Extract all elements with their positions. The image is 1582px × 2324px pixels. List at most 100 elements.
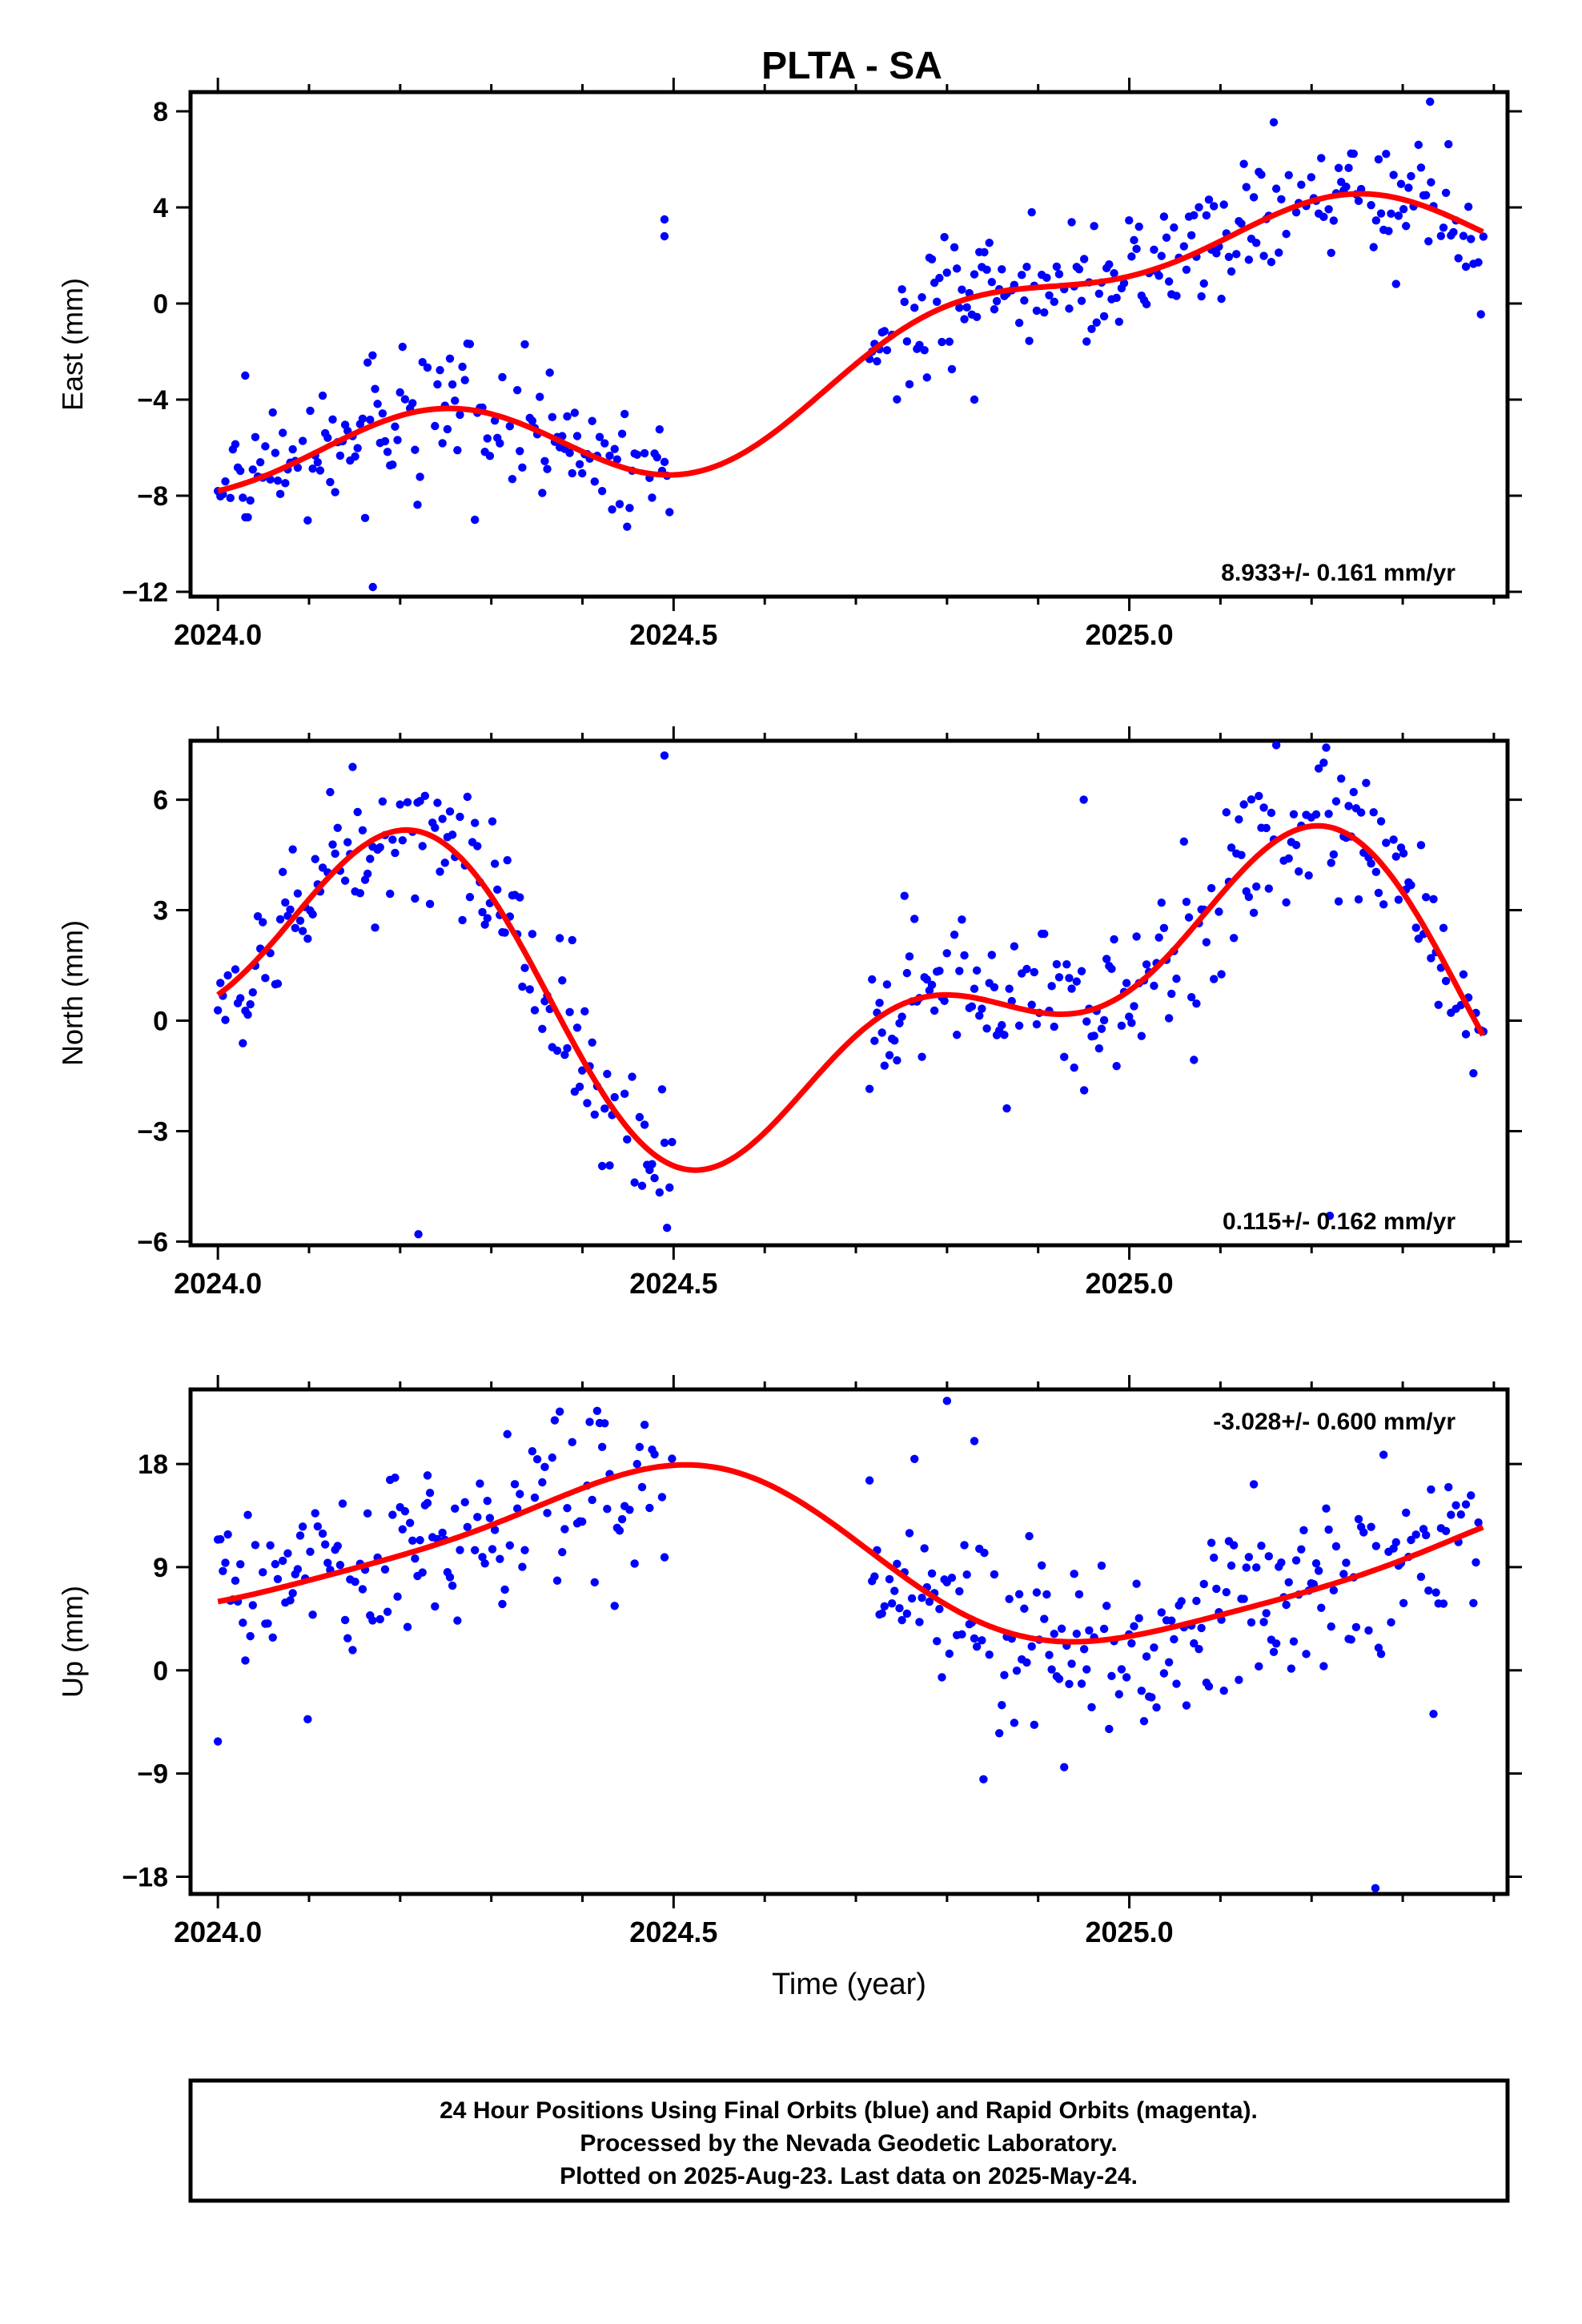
north-data-point bbox=[1262, 823, 1271, 833]
up-data-point bbox=[1235, 1675, 1243, 1684]
up-data-point bbox=[463, 1522, 472, 1532]
east-data-points bbox=[213, 97, 1488, 592]
east-data-point bbox=[920, 346, 929, 355]
up-data-point bbox=[1010, 1719, 1019, 1727]
north-data-point bbox=[1190, 1055, 1199, 1064]
up-data-point bbox=[416, 1536, 424, 1545]
east-data-point bbox=[368, 351, 377, 360]
up-data-point bbox=[1139, 1716, 1149, 1726]
up-data-point bbox=[1170, 1634, 1178, 1644]
north-data-point bbox=[1235, 815, 1243, 824]
east-data-point bbox=[955, 304, 964, 312]
up-data-point bbox=[972, 1642, 982, 1651]
up-data-point bbox=[994, 1729, 1004, 1738]
up-data-point bbox=[485, 1514, 495, 1522]
north-data-point bbox=[273, 979, 283, 988]
east-data-point bbox=[1399, 204, 1408, 214]
east-data-point bbox=[1464, 203, 1473, 211]
up-data-point bbox=[411, 1554, 420, 1563]
east-data-point bbox=[380, 436, 390, 446]
north-data-point bbox=[291, 923, 299, 932]
north-data-point bbox=[982, 1024, 991, 1033]
up-data-point bbox=[1057, 1624, 1066, 1633]
north-data-point bbox=[303, 934, 312, 943]
north-data-point bbox=[1314, 764, 1323, 773]
east-data-point bbox=[970, 395, 979, 404]
north-data-point bbox=[890, 1036, 899, 1045]
east-data-point bbox=[528, 416, 537, 425]
north-data-point bbox=[1102, 955, 1111, 963]
east-data-point bbox=[400, 395, 410, 404]
up-data-point bbox=[902, 1609, 912, 1618]
east-data-point bbox=[922, 373, 932, 382]
east-data-point bbox=[578, 468, 587, 478]
north-data-point bbox=[1164, 1014, 1174, 1023]
east-plot-frame bbox=[188, 90, 1510, 599]
north-data-point bbox=[1094, 1043, 1104, 1053]
north-data-point bbox=[259, 918, 267, 927]
up-data-point bbox=[1127, 1638, 1136, 1648]
north-data-point bbox=[473, 842, 482, 850]
east-data-point bbox=[1087, 324, 1096, 333]
up-fit-curve bbox=[217, 1462, 1484, 1645]
north-data-point bbox=[1142, 960, 1151, 969]
north-data-point bbox=[1371, 867, 1381, 877]
north-data-point bbox=[363, 869, 372, 879]
up-data-point bbox=[1314, 1566, 1323, 1575]
east-data-point bbox=[1242, 183, 1251, 191]
east-data-point bbox=[1077, 296, 1086, 305]
up-data-point bbox=[1262, 1609, 1271, 1618]
up-data-point bbox=[1114, 1690, 1123, 1699]
up-data-point bbox=[1461, 1500, 1471, 1509]
north-data-point bbox=[1421, 893, 1431, 902]
up-data-point bbox=[1137, 1687, 1146, 1695]
up-data-point bbox=[1282, 1600, 1291, 1610]
up-data-point bbox=[1045, 1651, 1054, 1659]
north-data-point bbox=[520, 963, 529, 972]
north-panel: 2024.0 2024.5 2025.0 −6 −3 0 3 6 North (mm) 0.115… bbox=[56, 726, 1522, 1300]
north-data-point bbox=[910, 915, 919, 923]
east-data-point bbox=[548, 412, 557, 422]
up-data-point bbox=[962, 1570, 971, 1579]
north-data-point bbox=[386, 889, 395, 899]
east-data-point bbox=[545, 368, 554, 377]
north-data-point bbox=[572, 1023, 582, 1032]
up-data-point bbox=[895, 1603, 904, 1613]
north-data-point bbox=[1125, 1012, 1134, 1021]
east-data-point bbox=[1454, 254, 1463, 263]
up-data-point bbox=[1117, 1665, 1126, 1674]
up-data-point bbox=[1105, 1724, 1114, 1734]
east-data-point bbox=[456, 410, 464, 420]
up-data-point bbox=[1456, 1510, 1465, 1519]
north-data-point bbox=[1150, 981, 1158, 991]
up-data-point bbox=[1371, 1884, 1380, 1893]
east-data-point bbox=[393, 436, 402, 444]
north-data-point bbox=[1461, 1030, 1471, 1039]
up-data-point bbox=[625, 1506, 634, 1514]
up-data-point bbox=[530, 1493, 540, 1502]
north-data-point bbox=[1379, 900, 1388, 909]
up-data-point bbox=[368, 1616, 377, 1625]
east-data-point bbox=[231, 440, 240, 448]
up-data-point bbox=[239, 1618, 247, 1627]
east-y-tick-label: −8 bbox=[137, 481, 168, 512]
east-data-point bbox=[1112, 293, 1121, 303]
up-data-point bbox=[1289, 1637, 1299, 1646]
east-data-point bbox=[1297, 180, 1306, 189]
east-data-point bbox=[1065, 304, 1074, 313]
north-x-tick-label: 2024.0 bbox=[174, 1267, 262, 1300]
north-data-point bbox=[655, 1188, 665, 1197]
up-data-point bbox=[1142, 1652, 1151, 1661]
east-data-point bbox=[373, 400, 382, 408]
east-data-point bbox=[632, 450, 641, 460]
up-data-point bbox=[473, 1513, 482, 1522]
east-data-point bbox=[241, 371, 250, 380]
up-data-point bbox=[425, 1488, 435, 1498]
up-data-point bbox=[400, 1506, 410, 1516]
east-data-point bbox=[313, 457, 323, 467]
up-data-point bbox=[1269, 1647, 1279, 1657]
east-data-point bbox=[1132, 244, 1141, 254]
north-data-point bbox=[1311, 810, 1321, 819]
north-data-point bbox=[1429, 895, 1438, 903]
east-data-point bbox=[1125, 216, 1134, 225]
